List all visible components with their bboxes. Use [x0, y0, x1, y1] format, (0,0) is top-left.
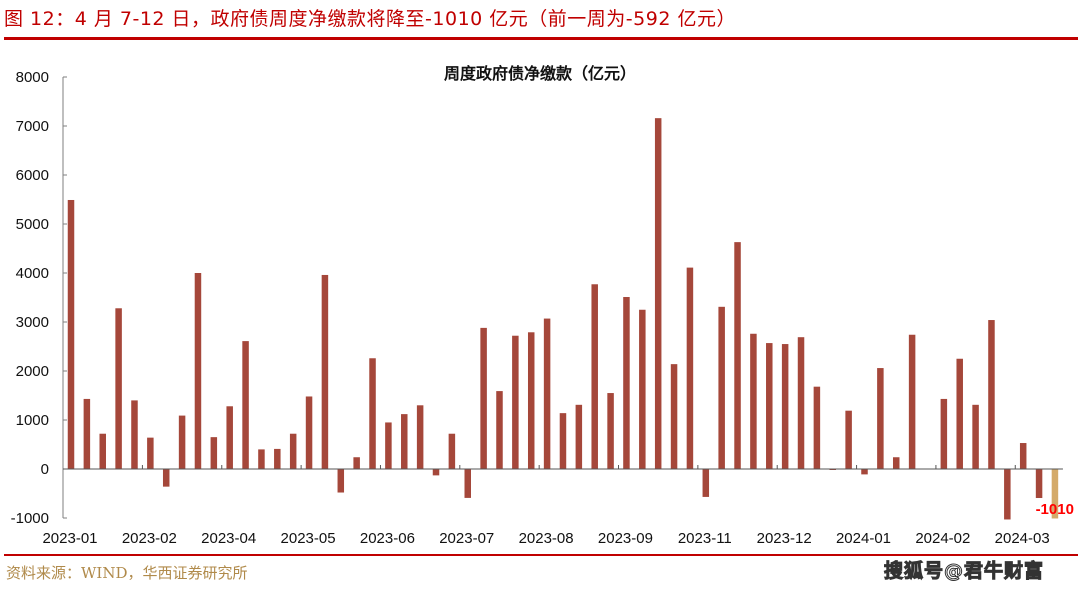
bar — [639, 309, 646, 469]
bar — [861, 469, 868, 475]
axes-group — [62, 76, 1063, 519]
bar — [448, 433, 456, 469]
x-tick-label: 2024-01 — [836, 530, 891, 547]
x-tick-label: 2024-03 — [995, 530, 1050, 547]
bar — [385, 422, 392, 469]
bars-group — [67, 118, 1059, 520]
bar — [178, 415, 186, 469]
bar — [1035, 469, 1043, 499]
y-tick-label: 5000 — [16, 216, 49, 233]
x-tick-label: 2023-08 — [519, 530, 574, 547]
bar — [258, 449, 265, 469]
y-tick-label: 1000 — [16, 412, 49, 429]
y-tick-label: 7000 — [16, 118, 49, 135]
bar — [956, 358, 963, 469]
bar — [321, 274, 329, 469]
bar — [162, 469, 170, 487]
bar — [353, 457, 360, 469]
bar — [416, 405, 424, 469]
bar — [226, 406, 233, 469]
bar — [512, 335, 519, 469]
x-tick-label: 2023-11 — [678, 530, 732, 547]
bar — [845, 410, 852, 469]
bar — [496, 391, 503, 469]
bar — [432, 469, 440, 476]
bar — [210, 437, 218, 469]
bar — [194, 273, 202, 469]
x-tick-label: 2023-09 — [598, 530, 653, 547]
bar — [369, 358, 376, 469]
bar — [591, 284, 598, 469]
figure-title: 图 12：4 月 7-12 日，政府债周度净缴款将降至-1010 亿元（前一周为… — [4, 8, 736, 30]
bar — [575, 404, 583, 469]
bar — [972, 404, 979, 469]
bar — [147, 437, 154, 469]
bar — [289, 433, 297, 469]
y-tick-label: 3000 — [16, 314, 49, 331]
watermark: 搜狐号@君牛财富 — [883, 560, 1045, 583]
bar — [83, 398, 91, 469]
bar — [908, 334, 916, 469]
chart-title: 周度政府债净缴款（亿元） — [443, 64, 636, 83]
y-tick-label: 8000 — [16, 69, 49, 86]
bar — [464, 469, 471, 498]
bar — [766, 343, 773, 469]
x-tick-label: 2024-02 — [915, 530, 970, 547]
bar — [1004, 469, 1011, 520]
y-tick-label: 4000 — [16, 265, 49, 282]
source-note: 资料来源：WIND，华西证券研究所 — [6, 564, 248, 582]
x-tick-label: 2023-05 — [281, 530, 336, 547]
bar — [67, 199, 75, 470]
x-tick-label: 2023-07 — [439, 530, 494, 547]
x-tick-label: 2023-02 — [122, 530, 177, 547]
bar — [607, 393, 614, 469]
bar — [734, 242, 741, 469]
x-tick-label: 2023-01 — [42, 530, 97, 547]
title-divider — [4, 37, 1078, 40]
bar — [305, 396, 313, 469]
bar — [337, 469, 345, 493]
labels-group: -1000 0 1000 2000 3000 4000 5000 6000 7000 8000 20… — [11, 69, 1074, 547]
footer-divider — [4, 554, 1078, 556]
bar — [543, 318, 551, 469]
bar — [274, 448, 281, 469]
bar — [988, 320, 995, 469]
bar — [670, 364, 678, 469]
bar — [115, 308, 122, 469]
bar — [401, 414, 408, 469]
data-label: -1010 — [1036, 501, 1074, 518]
y-tick-label: 6000 — [16, 167, 49, 184]
bar — [813, 386, 821, 469]
bar — [480, 327, 487, 469]
bar — [1019, 443, 1027, 469]
bar — [702, 469, 710, 497]
bar — [654, 118, 662, 469]
bar — [527, 332, 535, 469]
bar — [877, 368, 884, 469]
bar — [750, 333, 757, 469]
x-tick-label: 2023-04 — [201, 530, 256, 547]
bar — [940, 398, 948, 469]
bar — [1051, 469, 1059, 519]
y-tick-label: 2000 — [16, 363, 49, 380]
bar — [781, 344, 789, 469]
x-tick-label: 2023-12 — [757, 530, 812, 547]
bar — [99, 433, 106, 469]
y-tick-label: 0 — [41, 461, 49, 478]
bar — [559, 413, 567, 469]
bar — [623, 297, 630, 469]
bar — [718, 306, 725, 469]
bar — [686, 267, 694, 469]
bar — [892, 457, 900, 469]
y-tick-label: -1000 — [11, 510, 49, 527]
bar — [131, 400, 138, 469]
bar — [797, 337, 805, 469]
x-tick-label: 2023-06 — [360, 530, 415, 547]
bar — [242, 341, 249, 469]
